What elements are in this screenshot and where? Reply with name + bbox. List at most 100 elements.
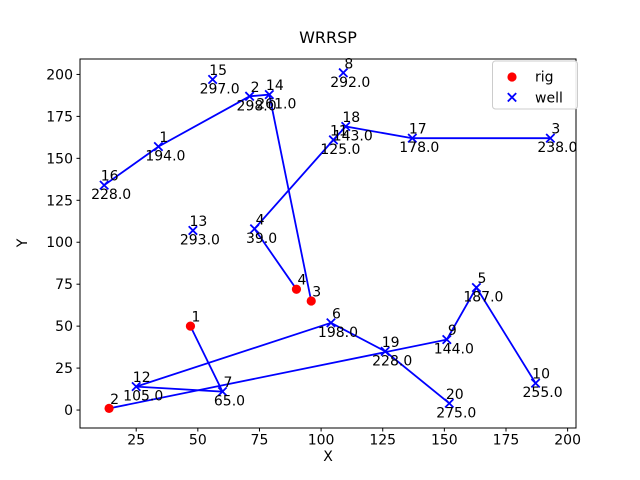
well-number-label: 20 [446,387,464,403]
x-tick-label: 200 [554,433,581,449]
y-tick-label: 50 [55,319,73,335]
x-tick-label: 150 [431,433,458,449]
well-number-label: 16 [101,169,119,185]
well-number-label: 10 [532,367,550,383]
well-value-label: 144.0 [434,342,474,358]
well-marker-6 [326,317,336,328]
well-marker-13 [188,225,198,236]
well-number-label: 11 [330,123,348,139]
well-marker-5 [471,282,482,293]
axes-layer: 25 50 75 100 125 150 175 2000255075100125150175… [46,67,581,448]
rig-number-label: 3 [312,284,321,300]
well-number-label: 2 [251,80,260,96]
y-tick-label: 200 [46,67,73,83]
rig-number-label: 2 [110,392,119,408]
rig-number-label: 4 [297,273,306,289]
well-value-label: 228.0 [91,187,131,203]
well-marker-15 [207,74,218,85]
x-tick-label: 25 [127,433,145,449]
well-marker-18 [340,121,351,132]
rig-marker-3 [306,296,316,306]
well-number-label: 7 [224,375,233,391]
well-marker-16 [99,180,109,191]
chart-title: WRRSP [299,28,357,47]
well-number-label: 15 [209,63,227,79]
well-value-label: 178.0 [399,140,439,156]
well-value-label: 125.0 [320,142,360,158]
well-value-label: 261.0 [256,97,296,113]
well-marker-14 [264,89,275,100]
well-value-label: 238.0 [537,140,577,156]
well-marker-10 [530,378,541,389]
well-marker-12 [131,381,142,392]
well-value-label: 143.0 [333,128,373,144]
well-marker-8 [338,67,349,78]
well-marker-19 [380,346,391,357]
well-number-label: 17 [409,122,427,138]
well-value-label: 255.0 [523,385,563,401]
x-axis-label: X [323,449,333,465]
legend-rig-label: rig [535,70,554,86]
well-value-label: 298.0 [237,98,277,114]
well-number-label: 19 [382,335,400,351]
well-marker-3 [545,133,556,144]
well-number-label: 18 [342,110,360,126]
legend-well-marker-icon [507,92,517,103]
well-value-label: 275.0 [436,405,476,421]
route-line-rig-3 [103,93,313,302]
y-tick-label: 150 [46,151,73,167]
well-marker-1 [153,141,164,152]
y-tick-label: 25 [55,361,73,377]
well-number-label: 3 [551,122,560,138]
y-tick-label: 75 [55,277,73,293]
x-tick-label: 50 [189,433,207,449]
well-marker-20 [444,398,455,409]
well-marker-11 [328,135,339,145]
well-value-label: 297.0 [200,81,240,97]
y-tick-label: 100 [46,235,73,251]
legend-well-label: well [535,91,563,107]
legend-rig-marker-icon [507,72,517,82]
well-marker-9 [441,334,452,345]
well-number-label: 6 [332,306,341,322]
well-value-label: 198.0 [318,325,358,341]
x-tick-label: 175 [493,433,520,449]
well-number-label: 14 [266,78,284,94]
rig-number-label: 1 [191,310,200,326]
well-number-label: 13 [189,214,207,230]
x-tick-label: 75 [251,433,269,449]
y-tick-label: 0 [64,403,73,419]
y-tick-label: 175 [46,109,73,125]
well-number-label: 5 [477,271,486,287]
route-line-rig-1 [135,321,451,405]
y-tick-label: 125 [46,193,73,209]
well-value-label: 292.0 [330,75,370,91]
y-axis-label: Y [15,238,31,248]
well-number-label: 9 [448,323,457,339]
x-tick-label: 100 [308,433,335,449]
well-number-label: 1 [159,130,168,146]
rig-marker-4 [291,284,302,294]
well-marker-7 [217,386,228,397]
plot-frame [79,58,577,429]
well-number-label: 4 [256,212,265,228]
well-value-label: 65.0 [214,394,245,410]
well-value-label: 187.0 [463,290,503,306]
well-number-label: 12 [133,370,151,386]
well-marker-17 [407,133,418,144]
well-value-label: 228.0 [372,353,412,369]
x-tick-label: 125 [369,433,396,449]
well-value-label: 293.0 [180,232,220,248]
well-marker-4 [249,223,260,234]
route-line-rig-4 [253,125,552,291]
labels-layer: 12341194.02298.03238.0439.05187.06198.07… [91,56,577,421]
well-number-label: 8 [344,56,353,72]
legend: rig well [492,60,578,110]
well-value-label: 105.0 [123,389,163,405]
well-value-label: 194.0 [145,149,185,165]
well-value-label: 39.0 [246,231,277,247]
rig-marker-2 [104,403,114,413]
rig-marker-1 [185,321,196,331]
